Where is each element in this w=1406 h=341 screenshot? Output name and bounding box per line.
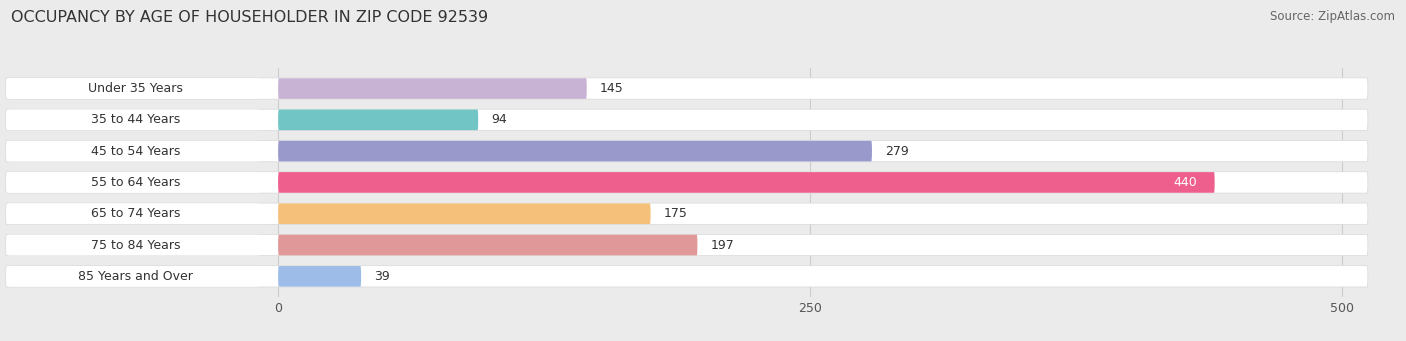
FancyBboxPatch shape: [6, 140, 1368, 162]
Text: 75 to 84 Years: 75 to 84 Years: [91, 239, 180, 252]
Text: Under 35 Years: Under 35 Years: [89, 82, 183, 95]
FancyBboxPatch shape: [278, 141, 872, 162]
Text: 55 to 64 Years: 55 to 64 Years: [91, 176, 180, 189]
Text: OCCUPANCY BY AGE OF HOUSEHOLDER IN ZIP CODE 92539: OCCUPANCY BY AGE OF HOUSEHOLDER IN ZIP C…: [11, 10, 488, 25]
FancyBboxPatch shape: [278, 235, 697, 255]
FancyBboxPatch shape: [278, 109, 478, 130]
Text: 145: 145: [599, 82, 623, 95]
FancyBboxPatch shape: [8, 235, 259, 255]
FancyBboxPatch shape: [8, 266, 259, 287]
FancyBboxPatch shape: [6, 78, 1368, 99]
Text: 85 Years and Over: 85 Years and Over: [79, 270, 193, 283]
FancyBboxPatch shape: [6, 172, 1368, 193]
FancyBboxPatch shape: [8, 141, 259, 162]
Text: 197: 197: [710, 239, 734, 252]
FancyBboxPatch shape: [278, 78, 586, 99]
FancyBboxPatch shape: [6, 266, 1368, 287]
FancyBboxPatch shape: [278, 266, 361, 287]
FancyBboxPatch shape: [6, 109, 1368, 131]
Text: 279: 279: [884, 145, 908, 158]
FancyBboxPatch shape: [278, 172, 1215, 193]
FancyBboxPatch shape: [278, 203, 651, 224]
Text: 94: 94: [491, 113, 506, 126]
Text: 175: 175: [664, 207, 688, 220]
FancyBboxPatch shape: [6, 234, 1368, 256]
FancyBboxPatch shape: [8, 172, 259, 193]
Text: 45 to 54 Years: 45 to 54 Years: [91, 145, 180, 158]
FancyBboxPatch shape: [8, 203, 259, 224]
Text: 35 to 44 Years: 35 to 44 Years: [91, 113, 180, 126]
Text: 39: 39: [374, 270, 389, 283]
Text: 440: 440: [1174, 176, 1198, 189]
FancyBboxPatch shape: [6, 203, 1368, 224]
Text: Source: ZipAtlas.com: Source: ZipAtlas.com: [1270, 10, 1395, 23]
FancyBboxPatch shape: [8, 109, 259, 130]
Text: 65 to 74 Years: 65 to 74 Years: [91, 207, 180, 220]
FancyBboxPatch shape: [8, 78, 259, 99]
